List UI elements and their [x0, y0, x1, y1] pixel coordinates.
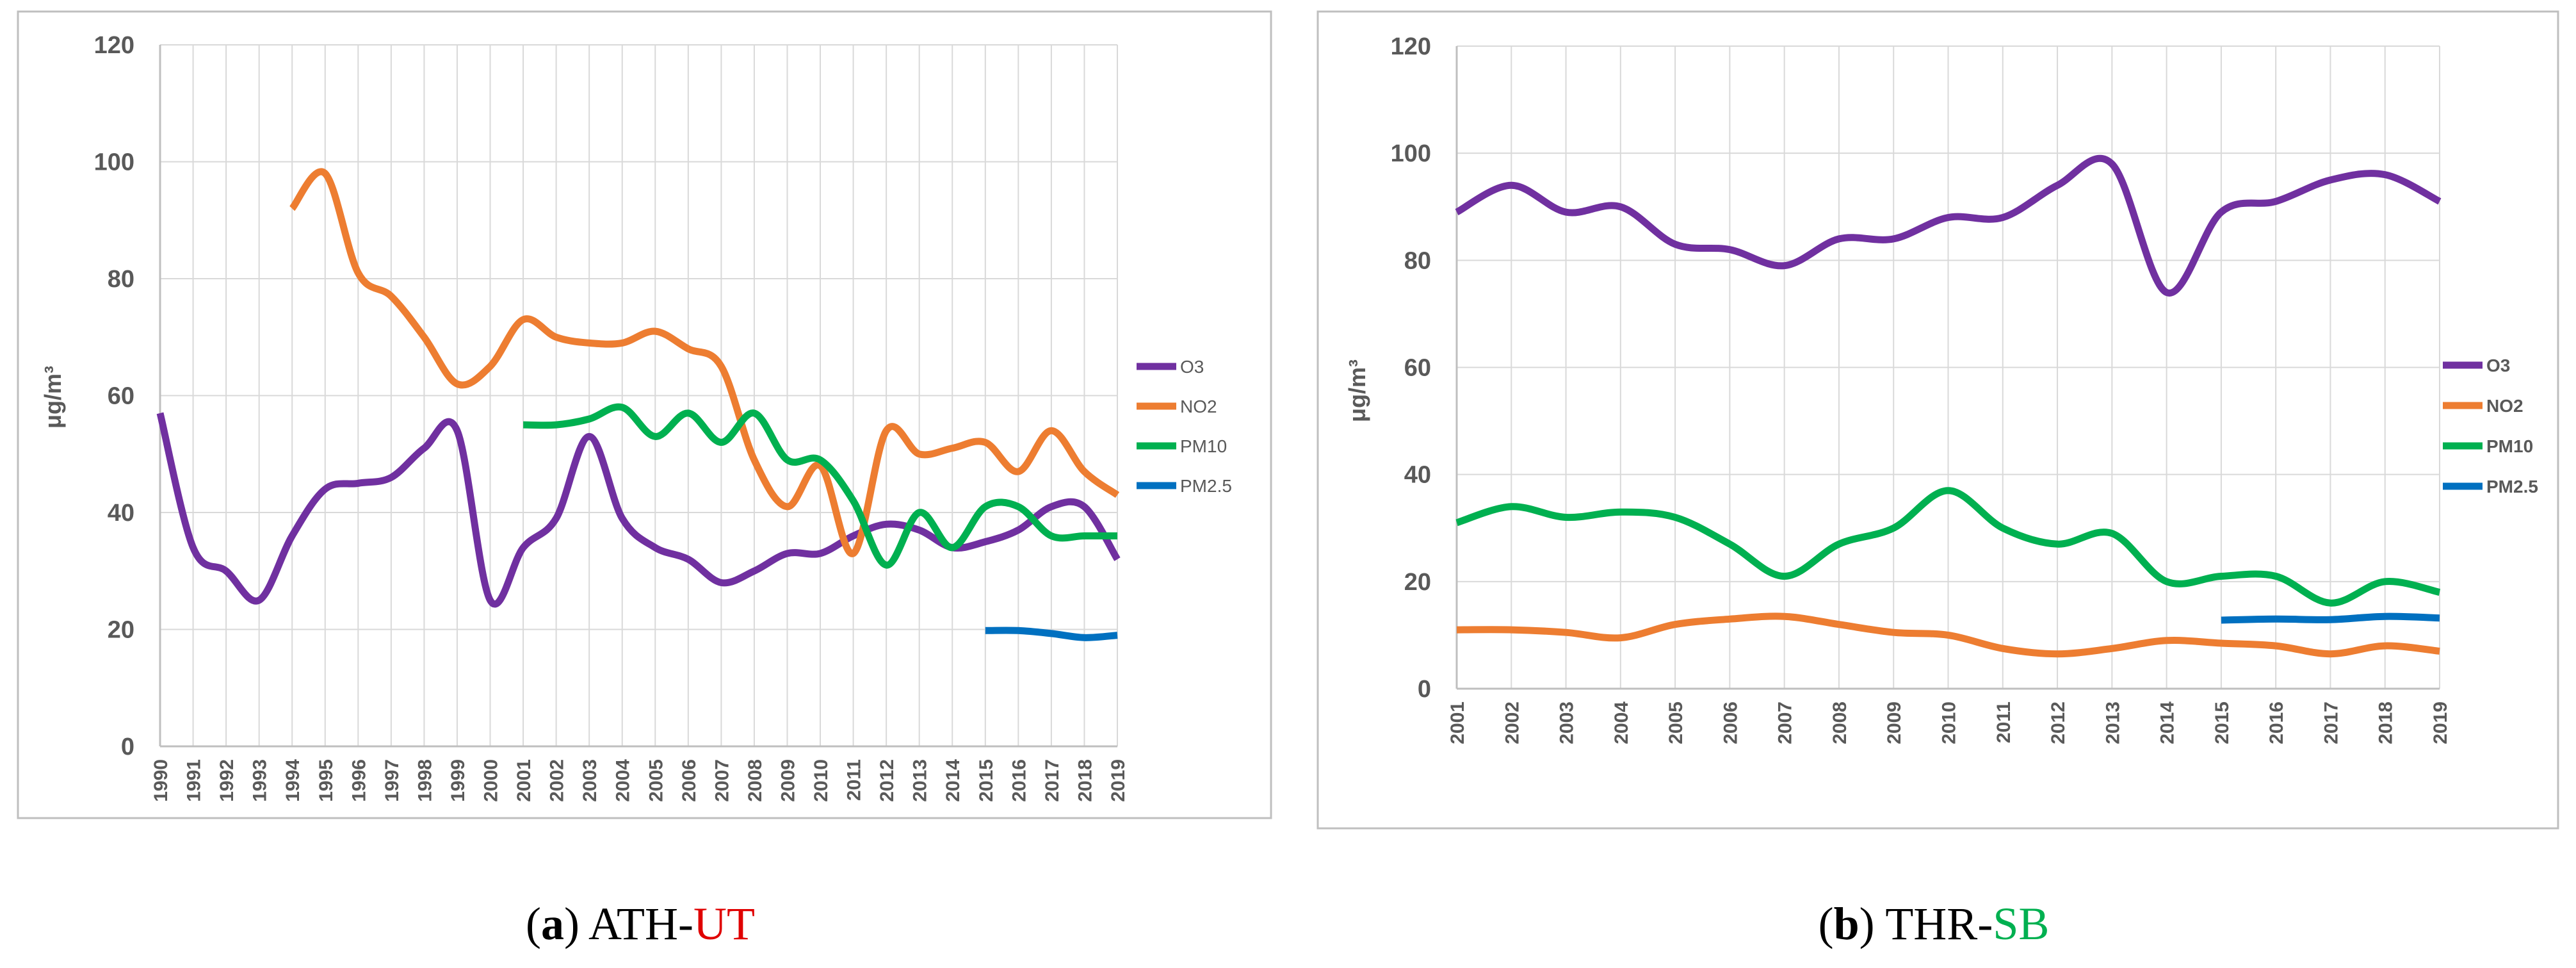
x-tick-label: 1991 — [184, 759, 205, 802]
x-tick-label: 2015 — [976, 759, 997, 802]
series-pm25-line — [985, 627, 1118, 641]
x-tick-label: 1997 — [382, 759, 403, 802]
caption-part: THR- — [1885, 898, 1993, 949]
x-tick-label: 2001 — [514, 759, 535, 802]
x-tick-label: 2005 — [1665, 701, 1687, 744]
x-tick-label: 2018 — [1074, 759, 1096, 802]
series-pm10-line — [523, 403, 1117, 569]
caption-part: a — [541, 898, 564, 949]
caption-part: b — [1834, 898, 1859, 949]
caption-part: ) — [1859, 898, 1886, 949]
x-tick-label: 2019 — [1108, 759, 1129, 802]
x-tick-label: 2011 — [844, 759, 865, 801]
x-tick-label: 2003 — [579, 759, 601, 802]
x-tick-label: 2008 — [745, 759, 766, 802]
y-tick-label: 40 — [108, 500, 134, 527]
legend-label: PM2.5 — [2486, 477, 2538, 496]
y-tick-label: 20 — [1404, 569, 1431, 596]
x-tick-label: 2016 — [1009, 759, 1030, 802]
x-tick-label: 1992 — [216, 759, 238, 802]
caption-part: UT — [693, 898, 755, 949]
x-tick-label: 2017 — [1042, 759, 1063, 802]
x-tick-label: 2013 — [2102, 701, 2123, 744]
y-tick-label: 20 — [108, 617, 134, 644]
chart-a: 0 20 40 60 80 100 120 1990 1991 1992 1993 1994 1995 1… — [17, 10, 1272, 819]
y-tick-label: 40 — [1404, 462, 1431, 489]
x-tick-label: 2006 — [679, 759, 700, 802]
y-tick-label: 120 — [94, 32, 134, 59]
y-tick-label: 0 — [121, 734, 134, 760]
x-tick-label: 2017 — [2321, 701, 2342, 744]
x-tick-label: 2004 — [613, 759, 634, 802]
x-tick-label: 2014 — [943, 759, 964, 802]
chart-frame — [1316, 10, 2559, 830]
series-no2-line — [1456, 612, 2440, 658]
y-tick-label: 80 — [108, 266, 134, 293]
x-tick-label: 2000 — [481, 759, 502, 802]
x-tick-label: 2016 — [2266, 701, 2287, 744]
y-tick-label: 120 — [1391, 33, 1431, 60]
series-pm10-line — [1455, 487, 2441, 607]
legend-label: PM10 — [1180, 436, 1227, 456]
x-tick-label: 2004 — [1611, 701, 1632, 744]
x-tick-label: 2019 — [2430, 701, 2451, 744]
x-tick-label: 2012 — [877, 759, 898, 802]
caption-part: ) — [564, 898, 588, 949]
x-tick-label: 1994 — [282, 759, 304, 802]
x-tick-label: 2007 — [1775, 701, 1796, 744]
x-tick-label: 2010 — [1939, 701, 1960, 744]
x-tick-label: 2011 — [1993, 701, 2014, 743]
y-axis-label: μg/m³ — [1344, 359, 1370, 422]
series-no2-line — [289, 168, 1120, 557]
y-tick-label: 60 — [108, 383, 134, 410]
x-tick-label: 2008 — [1829, 701, 1851, 744]
legend: O3 NO2 PM10 PM2.5 — [2443, 356, 2538, 496]
x-tick-label: 1999 — [448, 759, 469, 802]
caption-part: SB — [1993, 898, 2049, 949]
x-tick-label: 1998 — [414, 759, 435, 802]
x-tick-label: 2015 — [2212, 701, 2233, 744]
x-tick-label: 2010 — [811, 759, 832, 802]
x-tick-label: 2014 — [2157, 701, 2178, 744]
series-pm25-line — [2221, 612, 2440, 624]
legend-label: PM10 — [2486, 436, 2533, 456]
y-tick-label: 60 — [1404, 355, 1431, 382]
x-tick-label: 2013 — [910, 759, 931, 802]
x-tick-label: 2012 — [2048, 701, 2069, 744]
legend-label: O3 — [2486, 356, 2510, 375]
x-tick-label: 2009 — [1884, 701, 1905, 744]
x-tick-label: 2007 — [711, 759, 733, 802]
x-tick-label: 1996 — [348, 759, 369, 802]
x-tick-label: 1995 — [316, 759, 337, 802]
x-tick-label: 2003 — [1557, 701, 1578, 744]
y-tick-label: 100 — [94, 149, 134, 176]
legend-label: NO2 — [2486, 396, 2523, 416]
caption: (b) THR-SB — [1819, 898, 2050, 949]
caption-part: ( — [526, 898, 541, 949]
x-tick-label: 2001 — [1447, 701, 1468, 744]
chart-b: 0 20 40 60 80 100 120 2001 2002 2003 2004 2005 2006 2… — [1316, 10, 2559, 830]
y-tick-label: 0 — [1418, 676, 1431, 703]
caption: (a) ATH-UT — [526, 898, 755, 949]
x-tick-label: 2002 — [1502, 701, 1523, 744]
legend-label: O3 — [1180, 357, 1204, 377]
legend-label: NO2 — [1180, 397, 1217, 416]
x-tick-label: 1990 — [150, 759, 172, 802]
y-tick-label: 80 — [1404, 247, 1431, 274]
caption-part: ( — [1819, 898, 1834, 949]
x-tick-label: 2006 — [1720, 701, 1741, 744]
x-tick-label: 2009 — [777, 759, 798, 802]
x-tick-label: 2002 — [547, 759, 568, 802]
legend-label: PM2.5 — [1180, 476, 1232, 496]
series-o3-line — [1455, 154, 2442, 297]
x-tick-label: 1993 — [250, 759, 271, 802]
x-tick-label: 2018 — [2376, 701, 2397, 744]
y-tick-label: 100 — [1391, 140, 1431, 167]
legend: O3 NO2 PM10 PM2.5 — [1137, 357, 1232, 496]
y-axis-label: μg/m³ — [40, 366, 66, 429]
caption-part: ATH- — [588, 898, 693, 949]
chart-frame — [17, 10, 1272, 819]
x-tick-label: 2005 — [645, 759, 667, 802]
